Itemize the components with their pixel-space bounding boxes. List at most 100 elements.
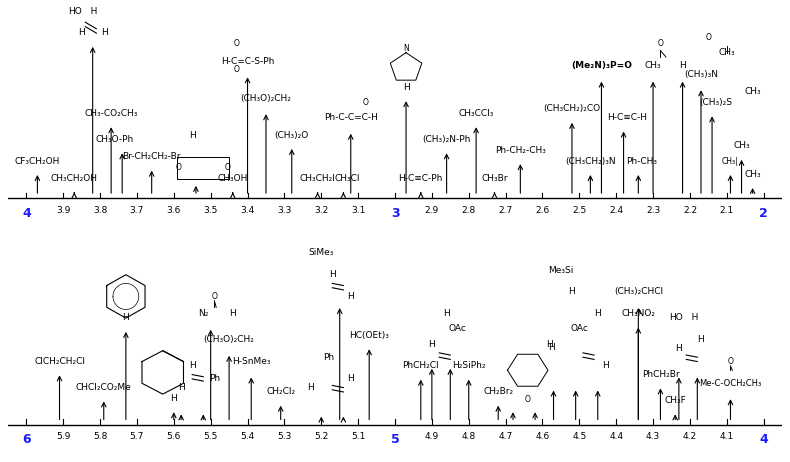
Text: 4.6: 4.6 xyxy=(536,432,550,441)
Text: CH₃|: CH₃| xyxy=(722,157,739,165)
Text: CH₃: CH₃ xyxy=(744,87,761,96)
Text: O: O xyxy=(657,39,664,49)
Text: H: H xyxy=(428,340,435,348)
Text: CH₃: CH₃ xyxy=(645,61,661,70)
Text: H: H xyxy=(683,314,698,322)
Text: O: O xyxy=(212,292,217,301)
Text: (CH₃O)₂CH₂: (CH₃O)₂CH₂ xyxy=(204,335,254,344)
Text: 4.4: 4.4 xyxy=(609,432,623,441)
Text: H: H xyxy=(594,309,601,318)
Text: 2.2: 2.2 xyxy=(683,206,697,215)
Text: CH₃CH₂I: CH₃CH₂I xyxy=(299,174,336,183)
Text: OAc: OAc xyxy=(449,324,467,334)
Text: H: H xyxy=(178,383,185,392)
Text: CF₃CH₂OH: CF₃CH₂OH xyxy=(15,157,60,165)
Text: 4.2: 4.2 xyxy=(683,432,697,441)
Text: CH₃F: CH₃F xyxy=(664,396,686,405)
Text: CH₃: CH₃ xyxy=(744,170,761,179)
Text: H: H xyxy=(602,361,608,370)
Text: 5.4: 5.4 xyxy=(240,432,254,441)
Text: 2.3: 2.3 xyxy=(646,206,660,215)
Text: Ph-CH₃: Ph-CH₃ xyxy=(626,157,657,165)
Text: 5.2: 5.2 xyxy=(314,432,329,441)
Text: 4: 4 xyxy=(22,207,31,220)
Text: 3.5: 3.5 xyxy=(204,206,218,215)
Text: H: H xyxy=(443,309,450,318)
Text: Br-CH₂CH₂-Br: Br-CH₂CH₂-Br xyxy=(122,152,181,161)
Text: 5.8: 5.8 xyxy=(93,432,107,441)
Text: H: H xyxy=(329,270,336,279)
Text: (CH₃)₂S: (CH₃)₂S xyxy=(699,98,732,107)
Text: H: H xyxy=(229,309,236,318)
Text: 3.8: 3.8 xyxy=(93,206,107,215)
Text: Ph: Ph xyxy=(323,353,334,362)
Text: 2: 2 xyxy=(759,207,768,220)
Text: CH₃-CO₂CH₃: CH₃-CO₂CH₃ xyxy=(85,109,137,118)
Text: (CH₃O)₂CH₂: (CH₃O)₂CH₂ xyxy=(240,94,292,103)
Text: (CH₃CH₂)₃N: (CH₃CH₂)₃N xyxy=(565,157,615,165)
Text: CH₃Br: CH₃Br xyxy=(481,174,508,183)
Text: 3.7: 3.7 xyxy=(130,206,144,215)
Text: H-SnMe₃: H-SnMe₃ xyxy=(232,357,270,366)
Text: O: O xyxy=(225,163,231,172)
Text: H: H xyxy=(403,83,409,92)
Text: 2.4: 2.4 xyxy=(609,206,623,215)
Text: 3.4: 3.4 xyxy=(240,206,254,215)
Text: 5.9: 5.9 xyxy=(56,432,70,441)
Text: 5.7: 5.7 xyxy=(130,432,144,441)
Text: 4.9: 4.9 xyxy=(425,432,439,441)
Text: PhCH₂Cl: PhCH₂Cl xyxy=(402,361,439,370)
Text: 2.5: 2.5 xyxy=(572,206,586,215)
Text: O: O xyxy=(234,39,239,49)
Text: H: H xyxy=(189,131,196,140)
Text: 5.5: 5.5 xyxy=(204,432,218,441)
Text: 4.8: 4.8 xyxy=(461,432,476,441)
Text: (CH₃)₃N: (CH₃)₃N xyxy=(684,70,718,79)
Text: Me₃Si: Me₃Si xyxy=(548,266,574,275)
Text: 2.7: 2.7 xyxy=(498,206,513,215)
Text: Ph: Ph xyxy=(209,374,220,383)
Text: 5.6: 5.6 xyxy=(167,432,181,441)
Text: 4.1: 4.1 xyxy=(720,432,734,441)
Text: 3: 3 xyxy=(391,207,399,220)
Text: 5.1: 5.1 xyxy=(351,432,365,441)
Text: 3.3: 3.3 xyxy=(277,206,292,215)
Text: (CH₃)₂CHCl: (CH₃)₂CHCl xyxy=(614,287,663,297)
Text: H: H xyxy=(78,29,85,37)
Text: H: H xyxy=(698,335,705,344)
Text: CH₃O-Ph: CH₃O-Ph xyxy=(96,135,134,144)
Text: H: H xyxy=(100,29,107,37)
Text: 2.6: 2.6 xyxy=(536,206,550,215)
Text: H-C≡C-H: H-C≡C-H xyxy=(608,113,647,122)
Text: PhCH₂Br: PhCH₂Br xyxy=(641,370,679,379)
Text: 3.9: 3.9 xyxy=(56,206,70,215)
Text: O: O xyxy=(363,98,368,107)
Text: HO: HO xyxy=(68,7,81,16)
Text: O: O xyxy=(175,163,182,172)
Text: SiMe₃: SiMe₃ xyxy=(309,249,334,257)
Text: 3.6: 3.6 xyxy=(167,206,181,215)
Text: 5: 5 xyxy=(390,433,400,446)
Text: 6: 6 xyxy=(22,433,31,446)
Text: H: H xyxy=(679,61,686,70)
Text: CH₃: CH₃ xyxy=(733,141,750,150)
Text: 3.2: 3.2 xyxy=(314,206,329,215)
Text: (CH₃CH₂)₂CO: (CH₃CH₂)₂CO xyxy=(544,104,600,114)
Text: H: H xyxy=(189,361,196,370)
Text: HC(OEt)₃: HC(OEt)₃ xyxy=(349,331,389,340)
Text: CH₂Br₂: CH₂Br₂ xyxy=(483,387,514,396)
Text: HO: HO xyxy=(669,314,683,322)
Text: ClCH₂CH₂Cl: ClCH₂CH₂Cl xyxy=(34,357,85,366)
Text: Ph-CH₂-CH₃: Ph-CH₂-CH₃ xyxy=(495,146,546,155)
Text: CH₃CH₂OH: CH₃CH₂OH xyxy=(51,174,98,183)
Text: CH₂Cl₂: CH₂Cl₂ xyxy=(266,387,295,396)
Text: CHCl₂CO₂Me: CHCl₂CO₂Me xyxy=(76,383,132,392)
Text: 2.9: 2.9 xyxy=(425,206,439,215)
Text: CH₃NO₂: CH₃NO₂ xyxy=(621,309,656,318)
Text: H: H xyxy=(348,374,354,383)
Text: H: H xyxy=(81,7,97,16)
Text: 4.3: 4.3 xyxy=(646,432,660,441)
Text: O: O xyxy=(525,395,531,404)
Text: H: H xyxy=(307,383,314,392)
Text: H: H xyxy=(675,344,683,353)
